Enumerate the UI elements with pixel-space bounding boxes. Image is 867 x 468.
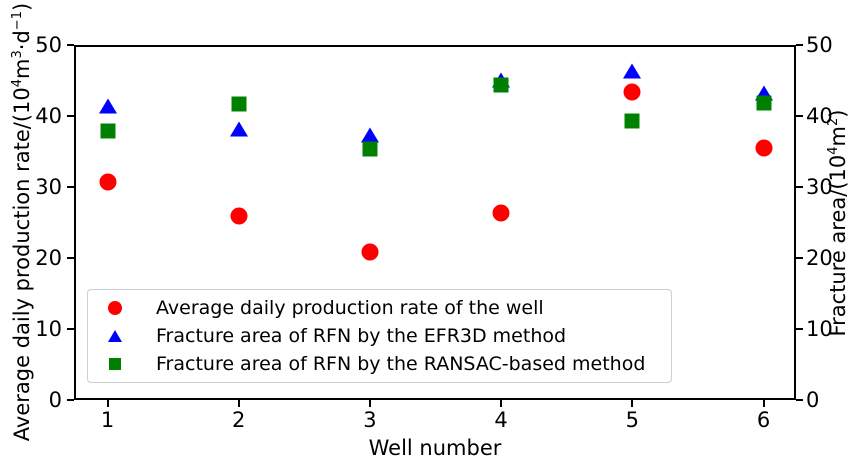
legend-item-efr3d: Fracture area of RFN by the EFR3D method — [88, 322, 671, 350]
x-axis-title: Well number — [368, 436, 502, 460]
x-axis-tick-label: 3 — [363, 408, 377, 432]
legend: Average daily production rate of the wel… — [87, 289, 672, 383]
square-marker-icon — [109, 358, 121, 370]
x-axis-tick-label: 2 — [232, 408, 246, 432]
right-axis-tick-label: 10 — [806, 317, 833, 341]
legend-marker-cell — [102, 358, 128, 370]
marker-circle-well-1 — [99, 173, 116, 191]
left-axis-tick-label: 0 — [48, 388, 62, 412]
marker-square-well-2 — [231, 96, 247, 112]
legend-marker-cell — [102, 301, 128, 315]
right-axis-tick-label: 40 — [806, 104, 833, 128]
left-axis-tick — [67, 44, 74, 46]
marker-circle-well-5 — [623, 83, 641, 101]
marker-square-well-3 — [362, 141, 378, 157]
circle-marker-icon — [108, 301, 122, 315]
marker-circle-well-6 — [755, 139, 772, 157]
left-axis-tick-label: 30 — [35, 175, 62, 199]
right-axis-tick — [796, 328, 803, 330]
left-axis-tick — [67, 399, 74, 401]
x-axis-tick-label: 1 — [100, 408, 115, 432]
marker-circle-well-2 — [230, 207, 248, 225]
marker-square-well-5 — [624, 113, 640, 129]
marker-circle-well-3 — [361, 243, 379, 261]
marker-circle-well-4 — [492, 204, 510, 222]
x-axis-tick — [500, 400, 503, 407]
right-axis-tick-label: 20 — [806, 246, 833, 270]
x-axis-tick-label: 4 — [494, 408, 508, 432]
legend-label: Average daily production rate of the wel… — [156, 297, 544, 319]
x-axis-tick — [106, 400, 109, 407]
legend-item-production-rate: Average daily production rate of the wel… — [88, 294, 671, 322]
x-axis-tick — [237, 400, 240, 407]
x-axis-tick-label: 5 — [625, 408, 639, 432]
legend-item-ransac: Fracture area of RFN by the RANSAC-based… — [88, 350, 671, 378]
plot-area: Average daily production rate of the wel… — [74, 45, 796, 400]
marker-triangle-well-1 — [98, 98, 117, 114]
right-axis-tick — [796, 257, 803, 259]
marker-square-well-4 — [493, 77, 509, 93]
x-axis-tick-label: 6 — [756, 408, 771, 432]
right-axis-tick-label: 50 — [806, 33, 833, 57]
right-axis-tick-label: 30 — [806, 175, 833, 199]
right-axis-tick — [796, 115, 803, 117]
right-axis-tick — [796, 186, 803, 188]
right-axis-tick-label: 0 — [806, 388, 820, 412]
triangle-marker-icon — [108, 330, 122, 342]
legend-label: Fracture area of RFN by the EFR3D method — [156, 325, 567, 347]
right-axis-tick — [796, 399, 803, 401]
left-axis-tick — [67, 186, 74, 188]
x-axis-tick — [631, 400, 634, 407]
x-axis-tick — [368, 400, 371, 407]
left-axis-tick — [67, 115, 74, 117]
right-axis-tick — [796, 44, 803, 46]
marker-square-well-6 — [756, 95, 771, 111]
marker-triangle-well-5 — [623, 63, 642, 79]
left-axis-tick-label: 50 — [35, 33, 62, 57]
left-axis-tick — [67, 328, 74, 330]
left-axis-tick-label: 10 — [35, 317, 62, 341]
legend-label: Fracture area of RFN by the RANSAC-based… — [156, 353, 646, 375]
marker-square-well-1 — [100, 123, 115, 139]
left-axis-tick-label: 40 — [35, 104, 62, 128]
marker-triangle-well-3 — [360, 127, 379, 143]
right-axis-title: Fracture area/(104m2) — [826, 109, 850, 337]
x-axis-tick — [762, 400, 765, 407]
marker-triangle-well-2 — [229, 121, 248, 137]
legend-marker-cell — [102, 330, 128, 342]
left-axis-title: Average daily production rate/(104m3·d−1… — [10, 2, 34, 442]
left-axis-tick-label: 20 — [35, 246, 62, 270]
left-axis-tick — [67, 257, 74, 259]
